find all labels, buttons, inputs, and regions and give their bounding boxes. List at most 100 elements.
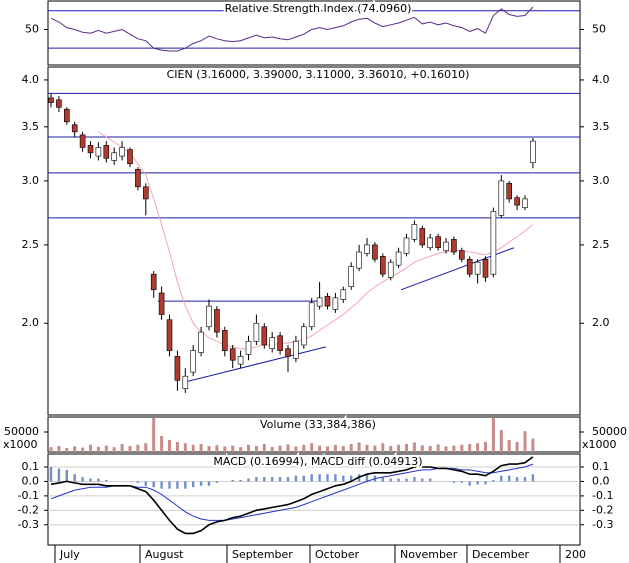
candle-body	[166, 319, 173, 351]
candle-body	[71, 124, 78, 133]
volume-bar	[262, 444, 266, 452]
volume-bar	[191, 444, 195, 452]
x-tick-label: July	[59, 548, 80, 561]
candle-body	[356, 251, 362, 269]
y-tick-label: 50000	[592, 425, 627, 438]
volume-bar	[491, 418, 495, 452]
histogram-bar	[365, 474, 369, 482]
histogram-bar	[255, 477, 258, 482]
volume-bar	[515, 442, 519, 452]
histogram-bar	[460, 481, 463, 483]
volume-bar	[381, 443, 385, 452]
volume-bar	[286, 444, 290, 452]
candle-body	[127, 149, 133, 165]
candle-body	[530, 140, 536, 163]
candle-body	[206, 305, 212, 328]
volume-bar	[89, 444, 92, 452]
histogram-bar	[286, 477, 290, 482]
x-tick-label: 200	[565, 548, 586, 561]
candle-body	[245, 340, 252, 355]
histogram-bar	[215, 481, 219, 483]
panel-frame	[47, 66, 581, 416]
volume-bar	[49, 447, 53, 452]
unit-label: x1000	[3, 438, 38, 451]
candle-body	[348, 266, 355, 287]
histogram-bar	[152, 481, 155, 488]
volume-bar	[294, 446, 298, 452]
y-tick-label: -0.2	[18, 503, 39, 516]
histogram-bar	[239, 480, 242, 482]
volume-bar	[310, 443, 314, 452]
candle-body	[277, 335, 283, 351]
histogram-bar	[397, 478, 400, 482]
candle-body	[300, 326, 307, 346]
candle-body	[482, 258, 489, 278]
histogram-bar	[49, 467, 53, 482]
volume-bar	[120, 444, 124, 452]
volume-bar	[484, 442, 487, 452]
histogram-bar	[405, 478, 408, 482]
y-tick-label: 0.1	[22, 460, 40, 473]
histogram-bar	[168, 481, 171, 489]
candle-body	[198, 331, 204, 353]
candle-body	[174, 356, 181, 381]
volume-bar	[57, 446, 61, 452]
candle-body	[190, 350, 196, 373]
volume-bar	[531, 438, 535, 452]
histogram-bar	[334, 474, 337, 482]
candle-body	[379, 256, 386, 275]
y-tick-label: 2.0	[592, 316, 610, 329]
histogram-bar	[73, 474, 76, 482]
volume-bar	[326, 446, 329, 452]
volume-bar	[333, 444, 337, 452]
y-tick-label: 50	[592, 22, 606, 35]
y-tick-label: 0.0	[592, 474, 610, 487]
y-tick-label: 4.0	[22, 73, 40, 86]
volume-bar	[452, 445, 456, 452]
histogram-bar	[515, 477, 519, 482]
volume-bar	[215, 445, 219, 452]
candle-body	[95, 147, 102, 157]
candle-body	[364, 244, 370, 254]
volume-bar	[397, 444, 401, 452]
candle-body	[229, 348, 236, 361]
volume-bar	[302, 444, 306, 452]
volume-bar	[81, 447, 85, 452]
candle-body	[143, 186, 149, 200]
volume-bar	[499, 430, 503, 452]
volume-bar	[223, 446, 227, 452]
volume-bar	[104, 445, 108, 452]
candle-body	[403, 237, 410, 254]
volume-bar	[468, 444, 472, 452]
y-tick-label: 50	[25, 22, 39, 35]
panel-title: CIEN (3.16000, 3.39000, 3.11000, 3.36010…	[167, 68, 470, 81]
x-tick-label: October	[315, 548, 359, 561]
histogram-bar	[452, 481, 456, 483]
x-tick-label: December	[472, 548, 530, 561]
histogram-bar	[342, 475, 345, 482]
candle-body	[458, 250, 465, 260]
x-tick-label: September	[232, 548, 293, 561]
volume-bar	[73, 446, 77, 452]
volume-bar	[270, 446, 274, 452]
volume-bar	[373, 445, 377, 452]
y-tick-label: 0.1	[592, 460, 610, 473]
candle-body	[466, 258, 473, 275]
volume-bar	[507, 440, 511, 452]
volume-bar	[341, 446, 345, 452]
volume-bar	[405, 444, 408, 452]
volume-bar	[278, 445, 282, 452]
volume-bar	[460, 444, 464, 452]
candle-body	[111, 152, 117, 161]
candle-body	[372, 244, 378, 260]
volume-bar	[254, 446, 258, 452]
candle-body	[324, 295, 331, 307]
histogram-bar	[413, 477, 416, 482]
candle-body	[79, 134, 86, 148]
volume-bar	[183, 443, 187, 452]
candle-body	[56, 99, 62, 108]
volume-bar	[389, 446, 393, 452]
candle-body	[285, 348, 291, 357]
candle-body	[419, 228, 426, 246]
